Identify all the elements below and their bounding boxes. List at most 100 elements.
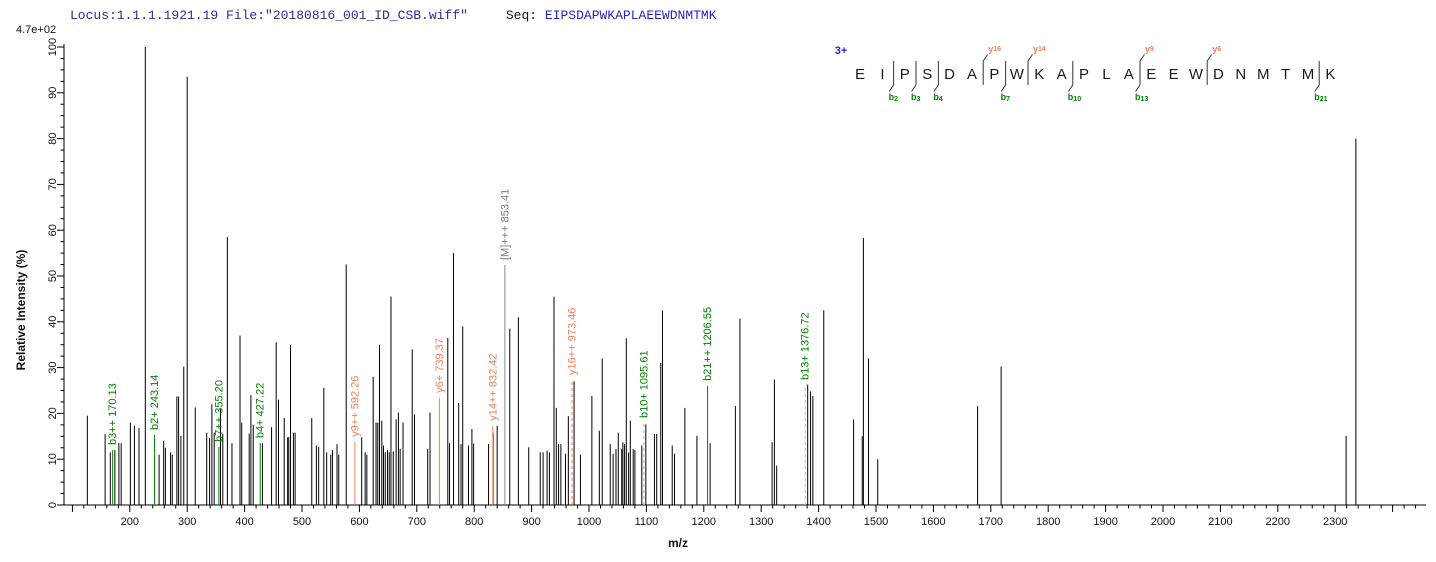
ion-label: [M]+++ 853.41 xyxy=(499,189,511,260)
ion-label: b10+ 1095.61 xyxy=(638,350,650,418)
x-axis-title: m/z xyxy=(668,536,688,550)
x-tick-label: 1000 xyxy=(577,516,601,528)
y-tick-label: 100 xyxy=(47,38,59,56)
ion-label: y6+ 739.37 xyxy=(434,338,446,393)
x-tick-label: 1700 xyxy=(979,516,1003,528)
y-ion-tick xyxy=(1027,54,1033,62)
residue-letter: D xyxy=(1213,66,1224,83)
annotated-peaks: b3++ 170.13 b2+ 243.14 b7++ 355.20 b4+ 427.… xyxy=(107,189,812,505)
header-bar: Locus:1.1.1.1921.19 File:"20180816_001_I… xyxy=(70,8,717,23)
residue-letter: W xyxy=(1010,66,1025,83)
x-tick-label: 1200 xyxy=(692,516,716,528)
x-tick-label: 1100 xyxy=(635,516,659,528)
residue-letter: E xyxy=(1169,66,1179,83)
x-tick-label: 200 xyxy=(121,516,139,528)
x-tick-label: 1600 xyxy=(921,516,945,528)
residue-letter: A xyxy=(1124,66,1134,83)
y-ion-marker-label: y6 xyxy=(1212,44,1221,54)
residue-letter: K xyxy=(1034,66,1044,83)
x-tick-label: 1900 xyxy=(1093,516,1117,528)
y-tick-label: 0 xyxy=(47,502,59,508)
residue-letter: W xyxy=(1189,66,1204,83)
x-tick-label: 2100 xyxy=(1208,516,1232,528)
x-tick-label: 900 xyxy=(522,516,540,528)
residue-letter: P xyxy=(989,66,999,83)
y-ion-marker-label: y14 xyxy=(1033,44,1046,54)
y-tick-label: 50 xyxy=(47,270,59,282)
axes xyxy=(63,44,1426,506)
y-ion-tick xyxy=(1139,54,1145,62)
ion-label: b7++ 355.20 xyxy=(213,380,225,442)
x-tick-label: 2300 xyxy=(1323,516,1347,528)
b-ion-marker-label: b2 xyxy=(889,92,899,103)
y-ion-tick xyxy=(1206,54,1213,62)
x-tick-label: 1800 xyxy=(1036,516,1060,528)
residue-letter: S xyxy=(922,66,932,83)
precursor-charge-label: 3+ xyxy=(835,45,848,57)
residue-letter: L xyxy=(1102,66,1110,83)
x-tick-label: 2000 xyxy=(1151,516,1175,528)
b-ion-marker-label: b21 xyxy=(1314,92,1327,103)
residue-letter: A xyxy=(967,66,977,83)
y-tick-label: 90 xyxy=(47,87,59,99)
residue-letter: E xyxy=(1146,66,1156,83)
x-tick-label: 500 xyxy=(293,516,311,528)
b-ion-tick xyxy=(1314,84,1320,92)
ion-label: y14++ 832.42 xyxy=(487,353,499,420)
residue-letter: M xyxy=(1257,66,1270,83)
b-ion-marker-label: b4 xyxy=(933,92,943,103)
residue-letter: N xyxy=(1235,66,1246,83)
y-tick-label: 80 xyxy=(47,132,59,144)
ion-label: b4+ 427.22 xyxy=(255,383,267,438)
ion-label: b2+ 243.14 xyxy=(149,375,161,430)
x-tick-label: 800 xyxy=(465,516,483,528)
seq-label: Seq: xyxy=(505,8,538,23)
y-ion-marker-label: y16 xyxy=(988,44,1001,54)
residue-letter: M xyxy=(1302,66,1315,83)
y-tick-label: 20 xyxy=(47,407,59,419)
y-axis-ticks: 0 10 20 30 40 50 60 70 80 90 100 Relative Intensity… xyxy=(14,38,64,508)
y-tick-label: 40 xyxy=(47,316,59,328)
residue-letter: P xyxy=(900,66,910,83)
sequence-ladder: 3+E I P S D A P W K A P L A E E W D N M T M Kb2 b3 b4y16b7y14b1… xyxy=(835,44,1336,103)
y-tick-label: 10 xyxy=(47,453,59,465)
x-tick-label: 1400 xyxy=(806,516,830,528)
ion-label: y16++ 973.46 xyxy=(567,308,579,375)
ion-label: y9++ 592.26 xyxy=(349,376,361,437)
ion-label: b21++ 1206.55 xyxy=(702,307,714,381)
x-tick-label: 300 xyxy=(178,516,196,528)
y-tick-label: 70 xyxy=(47,178,59,190)
x-axis-ticks: 200 300 400 500 600 700 800 900 1000 1100 1200 1300… xyxy=(71,505,1417,550)
residue-letter: P xyxy=(1079,66,1089,83)
b-ion-tick xyxy=(911,84,917,92)
residue-letter: D xyxy=(944,66,955,83)
seq-value: EIPSDAPWKAPLAEEWDNMTMK xyxy=(544,8,717,23)
x-tick-label: 400 xyxy=(235,516,253,528)
base-peak-counts-label: 4.7e+02 xyxy=(16,24,57,36)
ion-label: b13+ 1376.72 xyxy=(800,312,812,380)
x-tick-label: 600 xyxy=(350,516,368,528)
residue-letter: A xyxy=(1057,66,1067,83)
y-tick-label: 60 xyxy=(47,224,59,236)
residue-letter: E xyxy=(855,66,865,83)
residue-letter: K xyxy=(1325,66,1335,83)
b-ion-marker-label: b7 xyxy=(1001,92,1011,103)
y-ion-marker-label: y9 xyxy=(1145,44,1154,54)
b-ion-marker-label: b10 xyxy=(1068,92,1081,103)
locus-file-text: Locus:1.1.1.1921.19 File:"20180816_001_I… xyxy=(70,8,468,23)
b-ion-marker-label: b3 xyxy=(911,92,921,103)
b-ion-tick xyxy=(1135,84,1141,92)
residue-letter: I xyxy=(880,66,884,83)
y-axis-title: Relative Intensity (%) xyxy=(14,250,28,371)
peaks xyxy=(86,47,1357,505)
b-ion-tick xyxy=(933,84,939,92)
x-tick-label: 1500 xyxy=(864,516,888,528)
residue-letter: T xyxy=(1281,66,1290,83)
x-tick-label: 2200 xyxy=(1266,516,1290,528)
b-ion-tick xyxy=(1000,84,1007,92)
b-ion-tick xyxy=(1067,84,1074,92)
x-tick-label: 1300 xyxy=(749,516,773,528)
y-ion-tick xyxy=(982,54,989,62)
